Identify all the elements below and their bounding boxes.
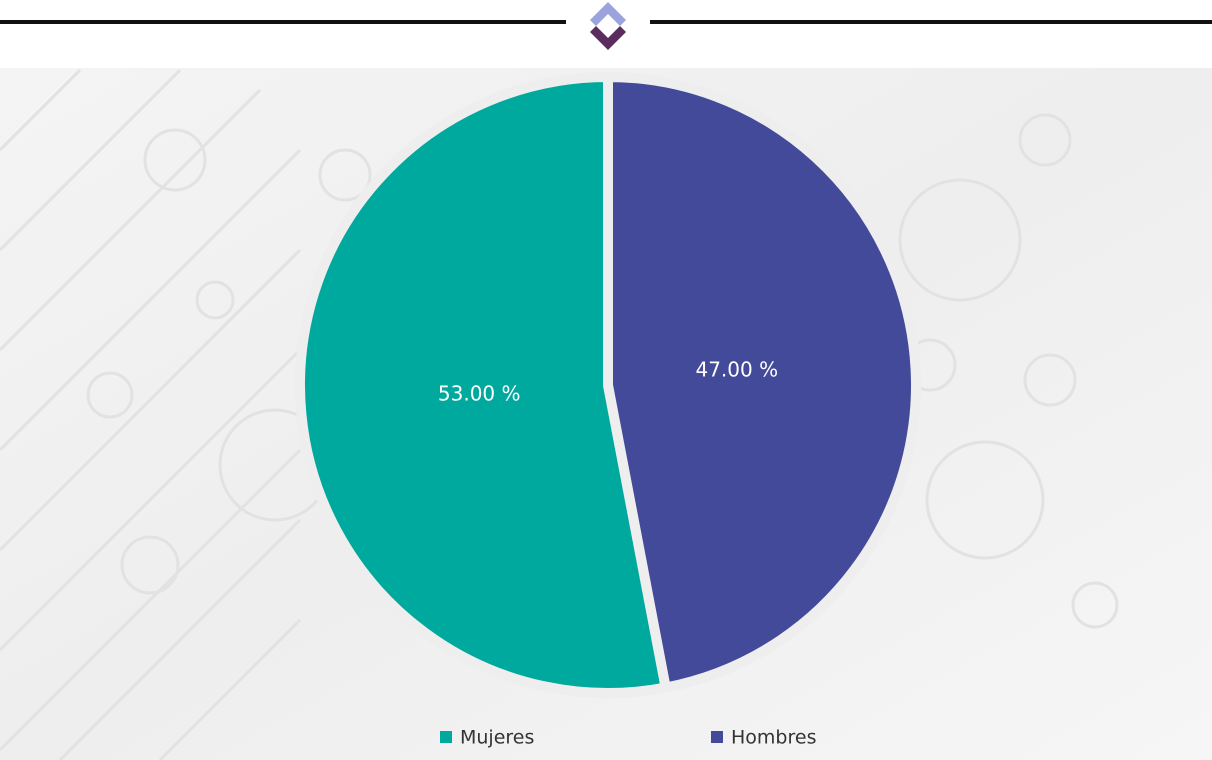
legend-swatch (440, 731, 452, 743)
value-label: 47.00 % (695, 357, 778, 381)
pie-slice (603, 72, 921, 693)
legend-label: Hombres (731, 727, 816, 749)
legend-label: Mujeres (460, 727, 534, 749)
header (0, 2, 1212, 50)
pie-slice (295, 72, 671, 698)
logo-bottom (590, 26, 626, 50)
header-rule (650, 20, 1212, 24)
background-decoration (0, 68, 1119, 760)
legend-swatch (711, 731, 723, 743)
value-label: 53.00 % (438, 382, 521, 406)
header-rule (0, 20, 566, 24)
logo-top (590, 2, 626, 26)
